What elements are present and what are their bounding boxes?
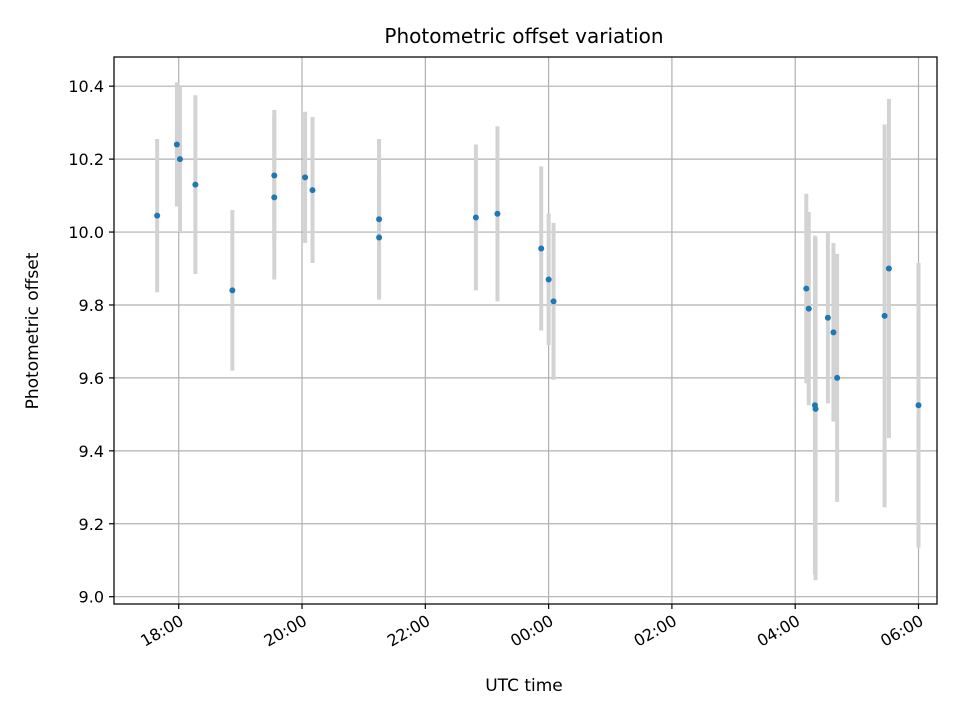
data-point: [885, 265, 892, 272]
data-point: [376, 216, 383, 223]
data-point: [545, 276, 552, 283]
y-tick-label: 10.2: [68, 150, 104, 169]
grid: [114, 57, 937, 604]
data-point: [881, 312, 888, 319]
data-point: [376, 234, 383, 241]
data-point: [154, 212, 161, 219]
data-point: [309, 187, 316, 194]
data-point: [302, 174, 309, 181]
x-axis-title: UTC time: [485, 676, 563, 696]
y-tick-label: 9.8: [79, 296, 104, 315]
data-point: [550, 298, 557, 305]
data-point: [271, 194, 278, 201]
data-point: [915, 402, 922, 409]
data-point: [173, 141, 180, 148]
plot-frame: [113, 56, 938, 605]
data-point: [176, 156, 183, 163]
y-tick-label: 9.0: [79, 588, 104, 607]
data-point: [812, 405, 819, 412]
data-point: [271, 172, 278, 179]
data-point: [229, 287, 236, 294]
y-axis-title: Photometric offset: [23, 252, 43, 409]
y-tick-label: 9.2: [79, 515, 104, 534]
data-point: [494, 210, 501, 217]
data-point: [834, 374, 841, 381]
data-point: [824, 314, 831, 321]
chart-title: Photometric offset variation: [384, 24, 663, 48]
y-axis: 9.0 9.2 9.4 9.6 9.8 10.0 10.2 10.4: [68, 77, 114, 607]
data-points: [154, 141, 922, 412]
y-tick-label: 9.6: [79, 369, 104, 388]
y-tick-label: 10.4: [68, 77, 104, 96]
data-point: [472, 214, 479, 221]
data-point: [805, 305, 812, 312]
y-tick-label: 10.0: [68, 223, 104, 242]
data-point: [538, 245, 545, 252]
y-tick-label: 9.4: [79, 442, 104, 461]
data-point: [803, 285, 810, 292]
data-point: [830, 329, 837, 336]
data-point: [192, 181, 199, 188]
